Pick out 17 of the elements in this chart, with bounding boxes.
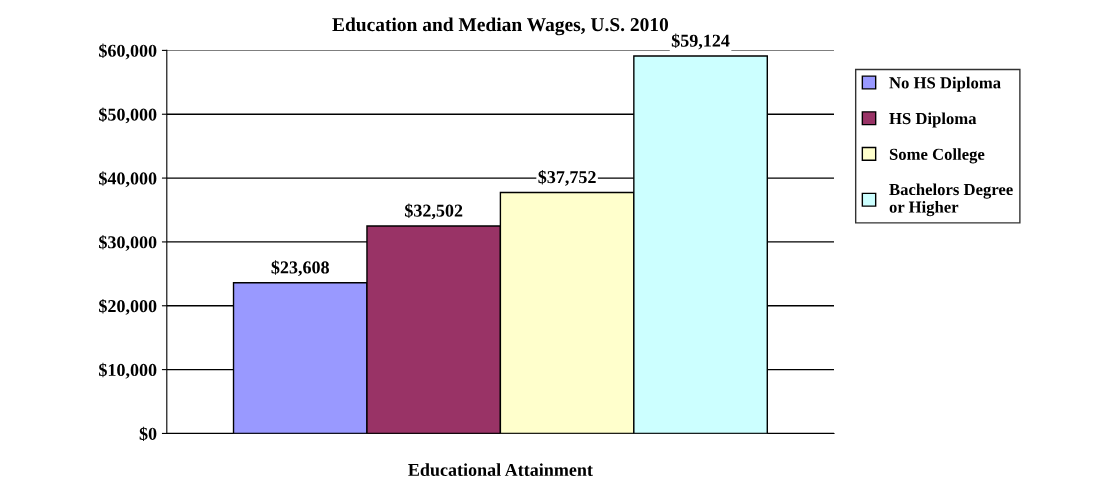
- y-tick-label: $0: [139, 426, 157, 442]
- data-label: $32,502: [404, 203, 463, 220]
- y-tick-label: $10,000: [99, 362, 157, 379]
- legend-label: Bachelors Degree or Higher: [889, 183, 1013, 217]
- x-axis-title: Educational Attainment: [408, 463, 593, 477]
- y-tick-label: $30,000: [99, 235, 157, 251]
- legend-label: No HS Diploma: [889, 76, 1001, 92]
- y-tick-label: $60,000: [99, 43, 157, 60]
- data-label: $23,608: [271, 260, 329, 277]
- y-tick-label: $40,000: [99, 171, 157, 188]
- data-label: $59,124: [671, 33, 730, 50]
- data-label: $37,752: [538, 169, 596, 186]
- legend-label: HS Diploma: [889, 112, 977, 128]
- y-tick-label: $50,000: [99, 107, 157, 124]
- chart-title: Education and Median Wages, U.S. 2010: [332, 17, 669, 36]
- legend-label: Some College: [889, 148, 985, 164]
- y-tick-label: $20,000: [99, 298, 157, 315]
